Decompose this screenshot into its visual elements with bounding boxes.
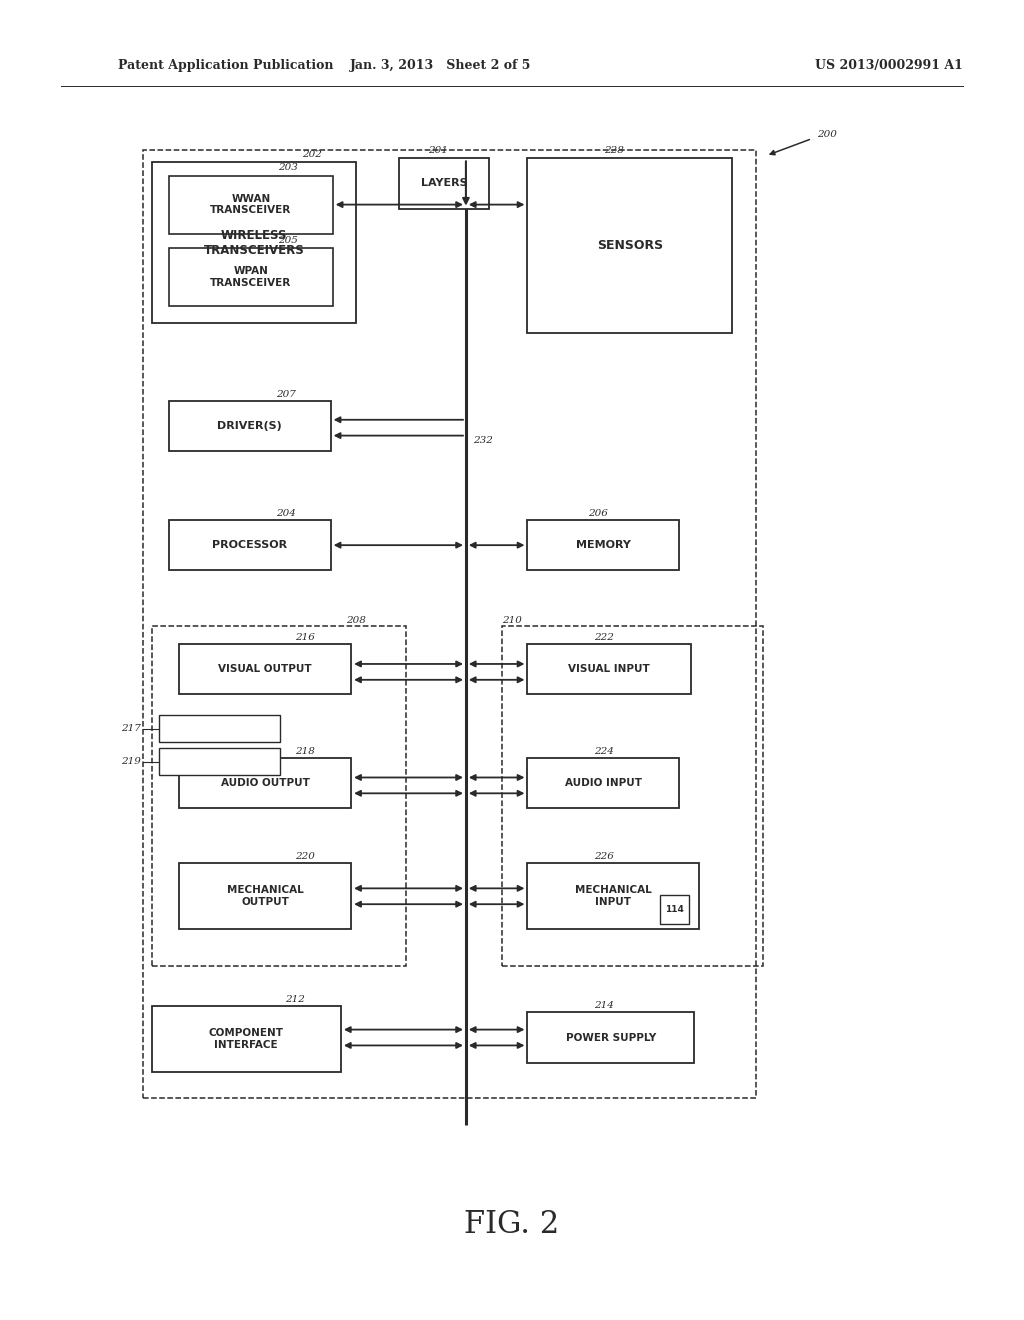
FancyBboxPatch shape <box>169 520 331 570</box>
Text: COMPONENT
INTERFACE: COMPONENT INTERFACE <box>209 1028 284 1049</box>
FancyBboxPatch shape <box>179 644 351 694</box>
Text: VISUAL INPUT: VISUAL INPUT <box>568 664 650 675</box>
Text: 226: 226 <box>594 853 613 861</box>
Text: 217: 217 <box>122 725 141 733</box>
Text: 220: 220 <box>295 853 314 861</box>
Text: Patent Application Publication: Patent Application Publication <box>118 59 333 73</box>
Text: Jan. 3, 2013   Sheet 2 of 5: Jan. 3, 2013 Sheet 2 of 5 <box>349 59 531 73</box>
Text: DRIVER(S): DRIVER(S) <box>217 421 283 432</box>
Text: 228: 228 <box>604 147 624 154</box>
Text: 208: 208 <box>346 616 366 624</box>
Text: 222: 222 <box>594 634 613 642</box>
Text: 205: 205 <box>279 236 298 244</box>
Text: 202: 202 <box>302 150 322 158</box>
FancyBboxPatch shape <box>169 176 333 234</box>
FancyBboxPatch shape <box>152 162 356 323</box>
Text: WIRELESS
TRANSCEIVERS: WIRELESS TRANSCEIVERS <box>204 228 304 257</box>
Text: POWER SUPPLY: POWER SUPPLY <box>565 1032 656 1043</box>
FancyBboxPatch shape <box>179 863 351 929</box>
Text: 201: 201 <box>428 147 447 154</box>
Text: AUDIO OUTPUT: AUDIO OUTPUT <box>221 777 309 788</box>
Text: 224: 224 <box>594 747 613 755</box>
FancyBboxPatch shape <box>159 748 280 775</box>
Text: 207: 207 <box>276 391 296 399</box>
Text: LAYERS: LAYERS <box>421 178 468 189</box>
FancyBboxPatch shape <box>527 644 691 694</box>
Text: 216: 216 <box>295 634 314 642</box>
FancyBboxPatch shape <box>169 248 333 306</box>
Text: WPAN
TRANSCEIVER: WPAN TRANSCEIVER <box>210 267 292 288</box>
Text: MECHANICAL
INPUT: MECHANICAL INPUT <box>575 886 651 907</box>
Text: 114: 114 <box>666 906 684 913</box>
Text: WWAN
TRANSCEIVER: WWAN TRANSCEIVER <box>210 194 292 215</box>
Text: 218: 218 <box>295 747 314 755</box>
Text: 210: 210 <box>502 616 521 624</box>
FancyBboxPatch shape <box>399 158 489 209</box>
Text: MECHANICAL
OUTPUT: MECHANICAL OUTPUT <box>227 886 303 907</box>
FancyBboxPatch shape <box>179 758 351 808</box>
Text: AUDIO INPUT: AUDIO INPUT <box>564 777 642 788</box>
FancyBboxPatch shape <box>527 1012 694 1063</box>
Text: 200: 200 <box>817 131 837 139</box>
Text: 212: 212 <box>285 995 304 1003</box>
FancyBboxPatch shape <box>527 520 679 570</box>
Text: 232: 232 <box>473 437 493 445</box>
Text: MEMORY: MEMORY <box>575 540 631 550</box>
Text: 204: 204 <box>276 510 296 517</box>
Text: SENSORS: SENSORS <box>597 239 663 252</box>
Text: VISUAL OUTPUT: VISUAL OUTPUT <box>218 664 312 675</box>
FancyBboxPatch shape <box>527 758 679 808</box>
FancyBboxPatch shape <box>169 401 331 451</box>
Text: PROCESSOR: PROCESSOR <box>212 540 288 550</box>
FancyBboxPatch shape <box>527 158 732 333</box>
Text: US 2013/0002991 A1: US 2013/0002991 A1 <box>815 59 963 73</box>
Text: 214: 214 <box>594 1002 613 1010</box>
Text: 219: 219 <box>122 758 141 766</box>
Text: FIG. 2: FIG. 2 <box>464 1209 560 1241</box>
FancyBboxPatch shape <box>152 1006 341 1072</box>
FancyBboxPatch shape <box>159 715 280 742</box>
Text: 206: 206 <box>588 510 607 517</box>
FancyBboxPatch shape <box>660 895 689 924</box>
FancyBboxPatch shape <box>527 863 699 929</box>
Text: 203: 203 <box>279 164 298 172</box>
